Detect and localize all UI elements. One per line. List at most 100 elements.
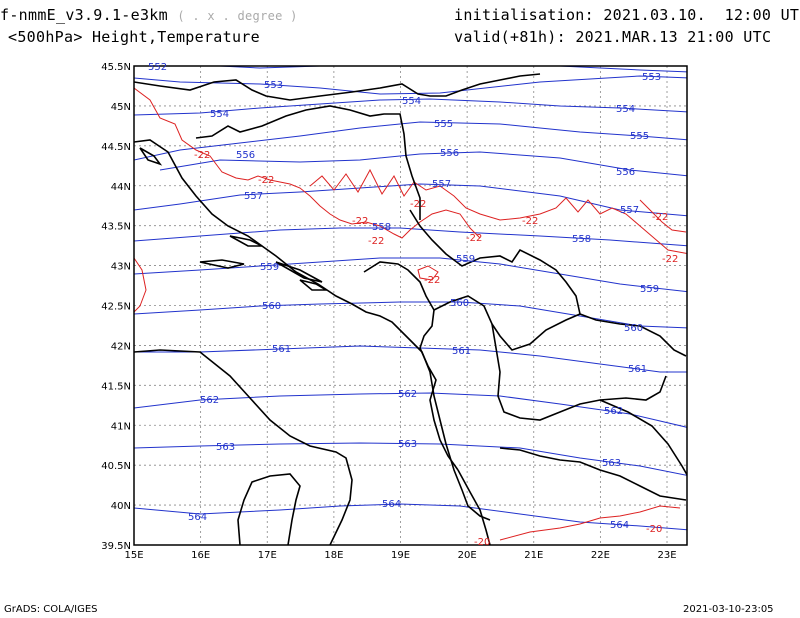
temperature-labels: -22 -22 -22 -22 -22 -22 -22 -22 -22 -20 …	[194, 150, 678, 548]
coastlines-borders	[134, 73, 687, 545]
valid-label: valid(+81h):	[454, 28, 566, 46]
height-label: 559	[640, 284, 659, 295]
temp-contour-se	[499, 505, 681, 541]
height-labels-extra: 554 556 557 558 559 560 561 562 563 564 …	[148, 62, 659, 531]
contour-560	[134, 301, 687, 329]
temp-contour-small	[417, 265, 439, 281]
temp-label: -20	[474, 537, 490, 548]
height-label: 554	[402, 96, 421, 107]
valid-time: valid(+81h): 2021.MAR.13 21:00 UTC	[454, 28, 771, 46]
coastline-thrace	[599, 399, 687, 477]
init-time: initialisation: 2021.03.10. 12:00 UTC	[454, 6, 800, 24]
border-macedonia	[491, 323, 667, 421]
contour-562	[134, 392, 687, 428]
contour-561	[134, 345, 687, 373]
height-label: 564	[610, 520, 629, 531]
valid-value: 2021.MAR.13 21:00 UTC	[575, 28, 772, 46]
y-tick-label: 40.5N	[101, 461, 131, 472]
footer-credit: GrADS: COLA/IGES	[4, 604, 98, 615]
units-label: ( . x . degree )	[177, 9, 298, 23]
temperature-contours	[134, 87, 687, 541]
contour-552	[209, 66, 687, 73]
temp-label: -22	[194, 150, 210, 161]
temp-contour-nw	[134, 87, 291, 185]
height-label: 555	[630, 131, 649, 142]
island-hvar	[199, 259, 245, 269]
temp-label: -20	[646, 524, 662, 535]
height-label: 560	[262, 301, 281, 312]
contour-558	[134, 227, 687, 247]
temp-contour-ne	[639, 199, 687, 233]
y-tick-label: 39.5N	[101, 541, 131, 552]
border-croatia-bosnia	[195, 105, 421, 220]
x-tick-label: 15E	[124, 550, 143, 561]
x-tick-label: 17E	[258, 550, 277, 561]
border-montenegro	[363, 261, 435, 349]
y-tick-label: 45N	[111, 102, 131, 113]
coastline-greece	[499, 447, 687, 501]
height-label: 556	[616, 167, 635, 178]
border-albania	[419, 347, 459, 471]
y-tick-label: 43N	[111, 262, 131, 273]
height-labels: 553 553 554 554 555 556 557 558 559 560 …	[210, 72, 661, 510]
coastline-calabria	[237, 473, 301, 545]
height-label: 556	[440, 148, 459, 159]
temp-label: -22	[662, 254, 678, 265]
contour-553	[134, 75, 687, 95]
island-korcula	[275, 261, 323, 283]
coastline-adriatic-east	[134, 139, 491, 521]
height-label: 554	[210, 109, 229, 120]
x-tick-label: 18E	[324, 550, 343, 561]
border-bosnia-serbia	[409, 209, 581, 315]
height-label: 558	[572, 234, 591, 245]
y-tick-label: 42N	[111, 341, 131, 352]
height-label: 561	[628, 364, 647, 375]
border-north	[134, 73, 541, 101]
height-label: 553	[642, 72, 661, 83]
height-label: 553	[264, 80, 283, 91]
height-label: 560	[450, 298, 469, 309]
temp-contour-mid	[289, 183, 481, 239]
x-tick-label: 23E	[657, 550, 676, 561]
x-tick-label: 20E	[458, 550, 477, 561]
y-tick-label: 44.5N	[101, 142, 131, 153]
height-label: 562	[398, 389, 417, 400]
height-label: 557	[432, 179, 451, 190]
x-tick-label: 21E	[524, 550, 543, 561]
height-label: 554	[616, 104, 635, 115]
coastline-italy	[134, 349, 353, 545]
temp-label: -22	[652, 212, 668, 223]
height-label: 563	[216, 442, 235, 453]
height-label: 562	[604, 406, 623, 417]
x-tick-label: 19E	[391, 550, 410, 561]
height-label: 556	[236, 150, 255, 161]
model-title: f-nmmE_v3.9.1-e3km ( . x . degree )	[0, 6, 298, 24]
border-bulgaria	[579, 313, 687, 357]
footer-timestamp: 2021-03-10-23:05	[683, 604, 774, 615]
temp-label: -22	[522, 216, 538, 227]
height-label: 552	[148, 62, 167, 73]
y-tick-label: 45.5N	[101, 62, 131, 73]
init-value: 2021.03.10. 12:00 UTC	[603, 6, 800, 24]
height-label: 557	[244, 191, 263, 202]
border-kosovo	[433, 295, 581, 351]
x-tick-labels: 15E 16E 17E 18E 19E 20E 21E 22E 23E	[124, 550, 676, 561]
temp-label: -22	[466, 233, 482, 244]
temp-contour-bumps	[309, 168, 687, 254]
height-label: 559	[456, 254, 475, 265]
height-contours	[134, 66, 687, 531]
contour-556	[159, 151, 687, 177]
x-tick-label: 16E	[191, 550, 210, 561]
height-label: 560	[624, 323, 643, 334]
height-label: 564	[188, 512, 207, 523]
y-tick-label: 40N	[111, 501, 131, 512]
temp-label: -22	[352, 216, 368, 227]
field-title: <500hPa> Height,Temperature	[8, 28, 260, 46]
x-tick-label: 22E	[591, 550, 610, 561]
height-label: 561	[452, 346, 471, 357]
model-name: f-nmmE_v3.9.1-e3km	[0, 6, 168, 24]
y-tick-label: 43.5N	[101, 222, 131, 233]
height-label: 559	[260, 262, 279, 273]
y-tick-label: 42.5N	[101, 302, 131, 313]
height-label: 561	[272, 344, 291, 355]
